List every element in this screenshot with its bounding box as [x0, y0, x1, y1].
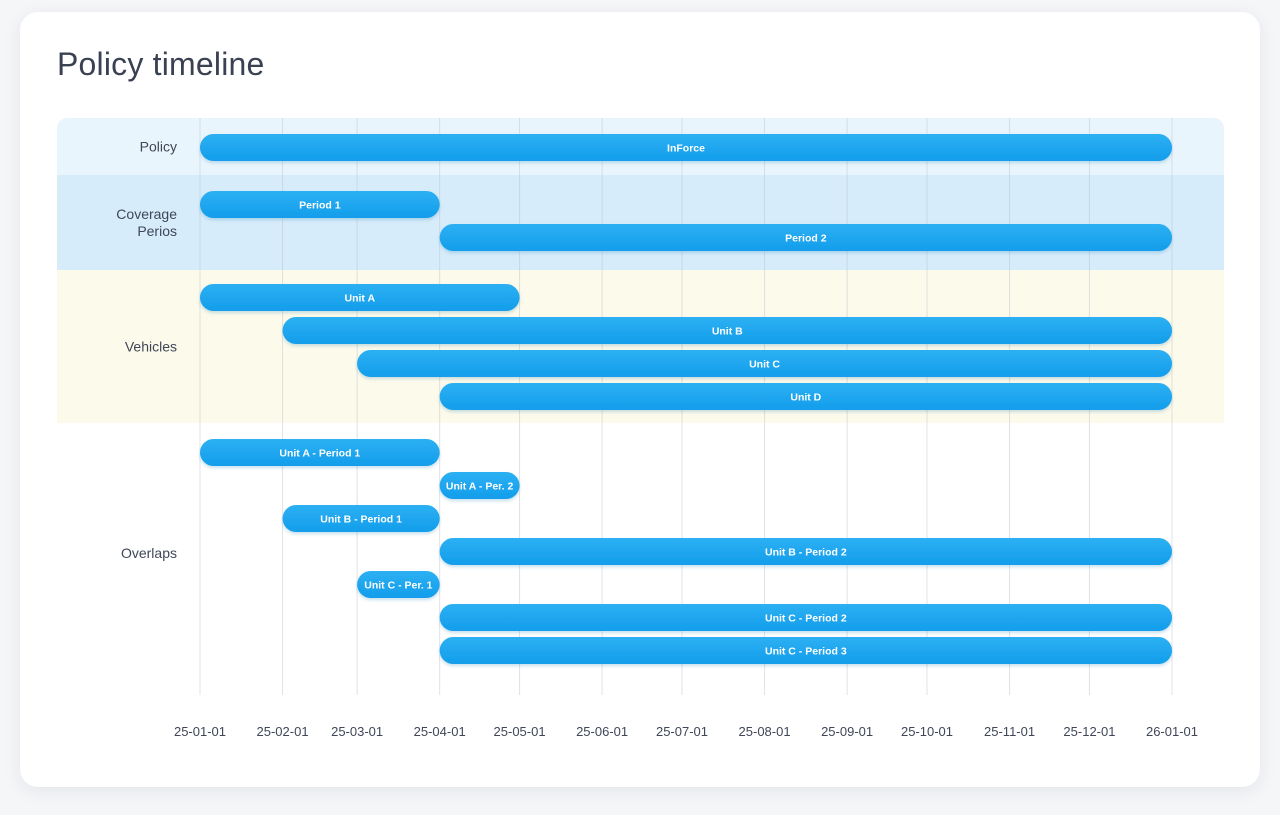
timeline-bar[interactable]	[200, 134, 1172, 161]
bar-label: Unit B	[712, 326, 743, 338]
timeline-bar[interactable]	[357, 350, 1172, 377]
bar-label: InForce	[667, 143, 705, 155]
timeline-bar[interactable]	[439, 472, 520, 499]
bar-label: Unit C - Per. 1	[364, 580, 432, 592]
x-tick-label: 25-05-01	[494, 724, 546, 739]
x-tick-label: 25-07-01	[656, 724, 708, 739]
bar-label: Unit C - Period 3	[765, 646, 847, 658]
timeline-bar[interactable]	[439, 224, 1172, 251]
timeline-bar[interactable]	[282, 317, 1172, 344]
bar-label: Unit C	[749, 359, 780, 371]
timeline-bar[interactable]	[439, 637, 1172, 664]
bar-label: Unit A - Per. 2	[446, 481, 514, 493]
group-label: Vehicles	[125, 339, 177, 355]
x-tick-label: 25-06-01	[576, 724, 628, 739]
timeline-bar[interactable]	[282, 505, 440, 532]
x-tick-label: 25-11-01	[984, 724, 1035, 739]
bar-label: Unit B - Period 1	[320, 514, 402, 526]
group-label: Overlaps	[121, 545, 177, 561]
timeline-bar[interactable]	[200, 284, 520, 311]
x-tick-label: 25-01-01	[174, 724, 226, 739]
x-tick-label: 25-08-01	[739, 724, 791, 739]
labels: Policy InForce Coverage Perios Period 1 Perio…	[116, 139, 1198, 740]
bar-label: Unit B - Period 2	[765, 547, 847, 559]
x-tick-label: 25-09-01	[821, 724, 873, 739]
x-tick-label: 25-10-01	[901, 724, 953, 739]
group-band-coverage-perios	[57, 175, 1224, 270]
group-label: Policy	[140, 139, 177, 155]
bar-label: Unit C - Period 2	[765, 613, 847, 625]
group-label: Coverage Perios	[116, 206, 177, 239]
bar-label: Unit D	[790, 392, 821, 404]
bar-label: Unit A - Period 1	[279, 448, 360, 460]
x-tick-label: 25-02-01	[257, 724, 309, 739]
bar-label: Period 1	[299, 200, 341, 212]
x-tick-label: 25-04-01	[414, 724, 466, 739]
timeline-bar[interactable]	[439, 538, 1172, 565]
timeline-bar[interactable]	[357, 571, 440, 598]
bar-label: Unit A	[345, 293, 376, 305]
page-title: Policy timeline	[57, 46, 265, 82]
timeline-bar[interactable]	[439, 383, 1172, 410]
timeline-bar[interactable]	[200, 191, 440, 218]
x-tick-label: 25-03-01	[331, 724, 383, 739]
timeline-bar[interactable]	[200, 439, 440, 466]
x-tick-label: 25-12-01	[1063, 724, 1115, 739]
bar-label: Period 2	[785, 233, 827, 245]
timeline-bar[interactable]	[439, 604, 1172, 631]
x-tick-label: 26-01-01	[1146, 724, 1198, 739]
bars	[200, 134, 1172, 664]
